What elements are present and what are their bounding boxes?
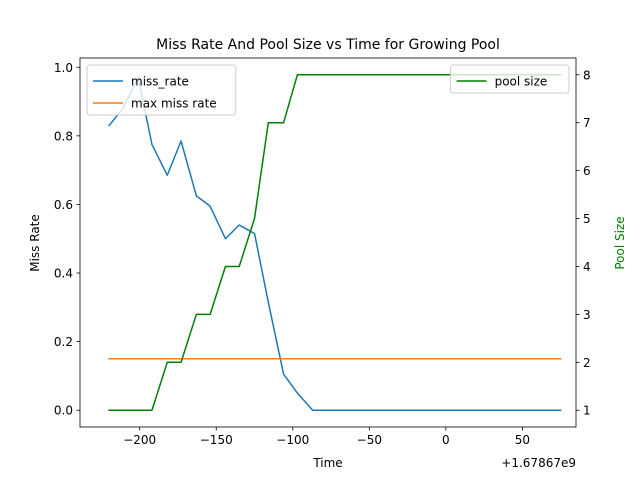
x-tick-label: −100 bbox=[276, 433, 309, 447]
plot-frame bbox=[79, 57, 577, 428]
legend-right-label-0: pool size bbox=[495, 75, 548, 89]
legend-left-label-0: miss_rate bbox=[131, 75, 189, 89]
x-axis-offset-label: +1.67867e9 bbox=[501, 456, 576, 470]
y-left-tick-label: 1.0 bbox=[54, 61, 73, 75]
y-left-tick-label: 0.8 bbox=[54, 129, 73, 143]
y-left-tick-label: 0.4 bbox=[54, 267, 73, 281]
chart-title: Miss Rate And Pool Size vs Time for Grow… bbox=[156, 37, 500, 53]
y-left-tick-label: 0.0 bbox=[54, 404, 73, 418]
x-tick-label: 50 bbox=[515, 433, 530, 447]
y-right-tick-label: 7 bbox=[583, 116, 591, 130]
y-right-tick-label: 3 bbox=[583, 308, 591, 322]
x-tick-label: 0 bbox=[442, 433, 450, 447]
y-right-tick-label: 6 bbox=[583, 164, 591, 178]
x-axis-label: Time bbox=[312, 456, 342, 470]
y-left-tick-label: 0.2 bbox=[54, 335, 73, 349]
x-tick-label: −150 bbox=[200, 433, 233, 447]
y-right-tick-label: 2 bbox=[583, 356, 591, 370]
y-left-tick-label: 0.6 bbox=[54, 198, 73, 212]
legend-left-box bbox=[86, 64, 237, 116]
legend-right-box bbox=[450, 64, 570, 94]
left-series-line-0 bbox=[108, 76, 562, 411]
y-axis-left-label: Miss Rate bbox=[28, 214, 42, 272]
x-tick-label: −200 bbox=[123, 433, 156, 447]
y-right-tick-label: 5 bbox=[583, 212, 591, 226]
y-right-tick-label: 1 bbox=[583, 404, 591, 418]
legend-left-label-1: max miss rate bbox=[131, 97, 217, 111]
x-tick-label: −50 bbox=[357, 433, 382, 447]
y-axis-right-label: Pool Size bbox=[613, 216, 627, 269]
y-right-tick-label: 8 bbox=[583, 68, 591, 82]
y-right-tick-label: 4 bbox=[583, 260, 591, 274]
plot-layer: −200 −150 −100 −50 0 50 0.0 0.2 0.4 0.6 0.8 1.0 1 2 3 4… bbox=[54, 57, 591, 447]
right-series-line-0 bbox=[108, 74, 562, 411]
